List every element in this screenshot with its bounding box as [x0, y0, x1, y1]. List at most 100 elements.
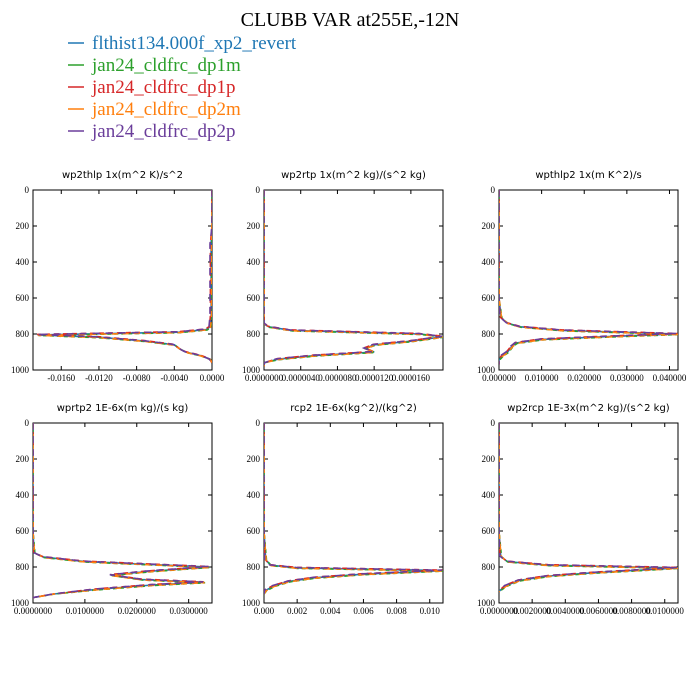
chart-panel: wprtp2 1E-6x(m kg)/(s kg) 0 200 400 600 800 10… [11, 403, 213, 616]
panel-title: wp2rcp 1E-3x(m^2 kg)/(s^2 kg) [507, 403, 670, 414]
x-tick-label: 0.0000040 [282, 373, 321, 383]
y-tick-label: 400 [482, 490, 496, 500]
plot-frame [32, 189, 213, 371]
plot-frame [263, 189, 444, 371]
x-tick-label: 0.040000 [653, 373, 687, 383]
y-tick-label: 800 [16, 329, 30, 339]
x-tick-label: -0.0080 [123, 373, 151, 383]
y-tick-label: 0 [256, 418, 261, 428]
legend-label: jan24_cldfrc_dp2p [91, 121, 236, 142]
x-tick-label: 0.0000080 [318, 373, 357, 383]
series-line [499, 423, 677, 592]
chart-panel: wp2rcp 1E-3x(m^2 kg)/(s^2 kg) 0 200 400 600 8… [477, 403, 684, 616]
y-tick-label: 200 [16, 454, 30, 464]
y-tick-label: 400 [247, 490, 261, 500]
x-tick-label: 0.0000120 [355, 373, 394, 383]
series-line [38, 190, 212, 364]
x-tick-label: 0.0000000 [480, 606, 519, 616]
legend-entry: jan24_cldfrc_dp2m [68, 99, 241, 120]
y-tick-label: 0 [491, 185, 496, 195]
y-tick-label: 800 [16, 562, 30, 572]
series-line [33, 423, 209, 599]
y-tick-label: 0 [491, 418, 496, 428]
y-tick-label: 600 [247, 293, 261, 303]
chart-panel: wp2rtp 1x(m^2 kg)/(s^2 kg) 0 200 400 600 800 1… [242, 170, 444, 383]
figure-title: CLUBB VAR at255E,-12N [241, 9, 460, 31]
plot-frame [498, 422, 679, 604]
x-tick-label: -0.0040 [160, 373, 188, 383]
y-tick-label: 400 [16, 490, 30, 500]
legend: flthist134.000f_xp2_revertjan24_cldfrc_d… [68, 33, 297, 142]
panel-title: wprtp2 1E-6x(m kg)/(s kg) [57, 403, 189, 414]
y-tick-label: 600 [16, 526, 30, 536]
series-line [33, 423, 210, 599]
legend-entry: jan24_cldfrc_dp1p [68, 77, 236, 98]
y-tick-label: 200 [482, 454, 496, 464]
series-lines [264, 423, 443, 595]
x-tick-label: 0.000000 [482, 373, 516, 383]
series-line [33, 423, 210, 599]
legend-label: flthist134.000f_xp2_revert [92, 33, 297, 54]
y-tick-label: 200 [247, 221, 261, 231]
x-tick-label: 0.006 [353, 606, 374, 616]
y-tick-label: 800 [482, 329, 496, 339]
x-tick-label: 0.000 [254, 606, 275, 616]
chart-panel: wp2thlp 1x(m^2 K)/s^2 0 200 400 600 800 1000 -0… [11, 170, 225, 383]
series-lines [36, 190, 212, 364]
legend-label: jan24_cldfrc_dp1p [91, 77, 236, 98]
series-line [264, 423, 442, 595]
y-tick-label: 800 [247, 329, 261, 339]
y-tick-label: 1000 [11, 365, 30, 375]
series-line [264, 190, 443, 367]
plot-frame [498, 189, 679, 371]
series-line [33, 423, 209, 599]
chart-panel: rcp2 1E-6x(kg^2)/(kg^2) 0 200 400 600 800 1000… [242, 403, 444, 616]
x-tick-label: 0.0200000 [118, 606, 157, 616]
y-tick-label: 200 [482, 221, 496, 231]
x-tick-label: 0.0100000 [66, 606, 105, 616]
panel-title: rcp2 1E-6x(kg^2)/(kg^2) [290, 403, 417, 414]
y-tick-label: 200 [247, 454, 261, 464]
y-tick-label: 400 [16, 257, 30, 267]
y-tick-label: 400 [482, 257, 496, 267]
y-tick-label: 800 [482, 562, 496, 572]
x-tick-label: 0.004 [320, 606, 341, 616]
x-tick-label: 0.030000 [610, 373, 644, 383]
panel-title: wp2rtp 1x(m^2 kg)/(s^2 kg) [281, 170, 426, 181]
series-line [33, 423, 211, 599]
x-tick-label: -0.0120 [85, 373, 113, 383]
series-lines [264, 190, 443, 367]
y-tick-label: 0 [25, 418, 30, 428]
y-tick-label: 800 [247, 562, 261, 572]
series-line [499, 190, 678, 365]
series-line [264, 190, 443, 367]
y-tick-label: 1000 [477, 365, 496, 375]
y-tick-label: 600 [247, 526, 261, 536]
x-tick-label: -0.0160 [47, 373, 75, 383]
x-tick-label: 0.010 [420, 606, 441, 616]
legend-entry: jan24_cldfrc_dp2p [68, 121, 236, 142]
x-tick-label: 0.0000000 [245, 373, 284, 383]
y-tick-label: 0 [25, 185, 30, 195]
y-tick-label: 600 [482, 293, 496, 303]
x-tick-label: 0.020000 [567, 373, 601, 383]
x-tick-label: 0.0100000 [646, 606, 685, 616]
x-tick-label: 0.0080000 [612, 606, 651, 616]
legend-entry: jan24_cldfrc_dp1m [68, 55, 241, 76]
x-tick-label: 0.0060000 [579, 606, 618, 616]
x-tick-label: 0.0000 [200, 373, 225, 383]
series-line [499, 190, 677, 365]
x-tick-label: 0.002 [287, 606, 307, 616]
series-lines [499, 190, 678, 365]
y-tick-label: 600 [482, 526, 496, 536]
y-tick-label: 200 [16, 221, 30, 231]
legend-entry: flthist134.000f_xp2_revert [68, 33, 297, 54]
panel-title: wp2thlp 1x(m^2 K)/s^2 [62, 170, 183, 181]
y-tick-label: 400 [247, 257, 261, 267]
chart-panel: wpthlp2 1x(m K^2)/s 0 200 400 600 800 10000.00… [477, 170, 687, 383]
x-tick-label: 0.0300000 [170, 606, 209, 616]
series-line [38, 190, 212, 364]
x-tick-label: 0.008 [386, 606, 407, 616]
x-tick-label: 0.010000 [525, 373, 559, 383]
